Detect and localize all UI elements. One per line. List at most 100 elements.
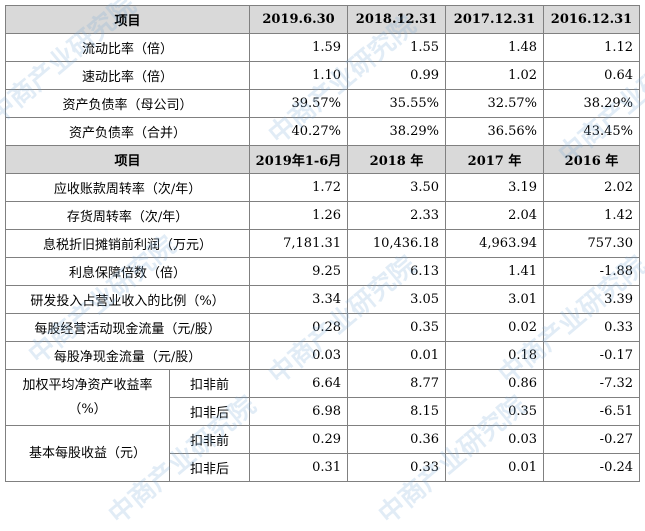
row-label: 流动比率（倍） — [4, 33, 251, 62]
header-period: 2016 年 — [543, 145, 641, 174]
table-row: 扣非后 0.31 0.33 0.01 -0.24 — [6, 453, 641, 482]
cell-value: 32.57% — [445, 89, 545, 118]
cell-value: 40.27% — [249, 117, 349, 146]
cell-value: 6.13 — [347, 257, 447, 286]
cell-value: 1.41 — [445, 257, 545, 286]
header-period: 2019年1-6月 — [249, 145, 349, 174]
cell-value: 0.18 — [445, 341, 545, 370]
cell-value: 0.33 — [543, 313, 641, 342]
row-label: 利息保障倍数（倍） — [4, 257, 251, 286]
cell-value: 6.64 — [249, 369, 349, 398]
cell-value: 1.12 — [543, 33, 641, 62]
header-date: 2018.12.31 — [347, 5, 447, 34]
cell-value: 1.48 — [445, 33, 545, 62]
cell-value: 7,181.31 — [249, 229, 349, 258]
table-row: 存货周转率（次/年） 1.26 2.33 2.04 1.42 — [4, 201, 641, 230]
header-item: 项目 — [4, 5, 251, 34]
sub-label: 扣非后 — [168, 453, 251, 482]
cell-value: 36.56% — [445, 117, 545, 146]
cell-value: 3.05 — [347, 285, 447, 314]
cell-value: 3.34 — [249, 285, 349, 314]
cell-value: 35.55% — [347, 89, 447, 118]
sub-label: 扣非后 — [168, 397, 251, 426]
header-row-balance: 项目 2019.6.30 2018.12.31 2017.12.31 2016.… — [4, 5, 641, 34]
sub-label: 扣非前 — [168, 369, 251, 398]
group-label-eps: 基本每股收益（元） — [5, 425, 170, 482]
cell-value: -1.88 — [543, 257, 641, 286]
cell-value: 0.35 — [445, 397, 545, 426]
cell-value: 1.42 — [543, 201, 641, 230]
header-period: 2017 年 — [445, 145, 545, 174]
table-row: 每股净现金流量（元/股） 0.03 0.01 0.18 -0.17 — [4, 341, 641, 370]
cell-value: 0.99 — [347, 61, 447, 90]
cell-value: 1.55 — [347, 33, 447, 62]
cell-value: 10,436.18 — [347, 229, 447, 258]
header-period: 2018 年 — [347, 145, 447, 174]
cell-value: 43.45% — [543, 117, 641, 146]
table-row: 基本每股收益（元） 扣非前 0.29 0.36 0.03 -0.27 — [5, 425, 641, 482]
cell-value: 8.77 — [347, 369, 447, 398]
table-row: 研发投入占营业收入的比例（%） 3.34 3.05 3.01 3.39 — [4, 285, 641, 314]
cell-value: 0.28 — [249, 313, 349, 342]
header-date: 2019.6.30 — [249, 5, 349, 34]
cell-value: -0.27 — [543, 425, 641, 454]
cell-value: 2.04 — [445, 201, 545, 230]
cell-value: 1.72 — [249, 173, 349, 202]
cell-value: 3.39 — [543, 285, 641, 314]
row-label: 资产负债率（合并） — [4, 117, 251, 146]
header-date: 2017.12.31 — [445, 5, 545, 34]
financial-indicators-table: 项目 2019.6.30 2018.12.31 2017.12.31 2016.… — [4, 5, 641, 482]
table-row: 加权平均净资产收益率（%） 扣非前 6.64 8.77 0.86 -7.32 — [5, 369, 641, 426]
cell-value: 3.01 — [445, 285, 545, 314]
cell-value: 0.64 — [543, 61, 641, 90]
row-label: 资产负债率（母公司） — [4, 89, 251, 118]
cell-value: 6.98 — [249, 397, 349, 426]
cell-value: 0.01 — [445, 453, 545, 482]
table-row: 资产负债率（母公司） 39.57% 35.55% 32.57% 38.29% — [4, 89, 641, 118]
cell-value: 0.02 — [445, 313, 545, 342]
sub-label: 扣非前 — [168, 425, 251, 454]
table-row: 速动比率（倍） 1.10 0.99 1.02 0.64 — [4, 61, 641, 90]
cell-value: 3.19 — [445, 173, 545, 202]
cell-value: 3.50 — [347, 173, 447, 202]
cell-value: 1.10 — [249, 61, 349, 90]
cell-value: 0.03 — [445, 425, 545, 454]
header-date: 2016.12.31 — [543, 5, 641, 34]
cell-value: -6.51 — [543, 397, 641, 426]
row-label: 每股经营活动现金流量（元/股） — [4, 313, 251, 342]
cell-value: 0.03 — [249, 341, 349, 370]
table-row: 扣非后 6.98 8.15 0.35 -6.51 — [6, 397, 641, 426]
cell-value: 9.25 — [249, 257, 349, 286]
row-label: 每股净现金流量（元/股） — [4, 341, 251, 370]
cell-value: 0.86 — [445, 369, 545, 398]
table-row: 利息保障倍数（倍） 9.25 6.13 1.41 -1.88 — [4, 257, 641, 286]
cell-value: -0.17 — [543, 341, 641, 370]
cell-value: 2.02 — [543, 173, 641, 202]
row-label: 研发投入占营业收入的比例（%） — [4, 285, 251, 314]
cell-value: -0.24 — [543, 453, 641, 482]
cell-value: 0.33 — [347, 453, 447, 482]
cell-value: 1.26 — [249, 201, 349, 230]
row-label: 应收账款周转率（次/年） — [4, 173, 251, 202]
cell-value: -7.32 — [543, 369, 641, 398]
header-item: 项目 — [4, 145, 251, 174]
table-row: 资产负债率（合并） 40.27% 38.29% 36.56% 43.45% — [4, 117, 641, 146]
table-row: 息税折旧摊销前利润（万元） 7,181.31 10,436.18 4,963.9… — [4, 229, 641, 258]
cell-value: 1.59 — [249, 33, 349, 62]
group-label-roe: 加权平均净资产收益率（%） — [5, 369, 170, 426]
row-label: 速动比率（倍） — [4, 61, 251, 90]
row-label: 存货周转率（次/年） — [4, 201, 251, 230]
table-row: 应收账款周转率（次/年） 1.72 3.50 3.19 2.02 — [4, 173, 641, 202]
cell-value: 2.33 — [347, 201, 447, 230]
cell-value: 0.01 — [347, 341, 447, 370]
table-row: 每股经营活动现金流量（元/股） 0.28 0.35 0.02 0.33 — [4, 313, 641, 342]
header-row-period: 项目 2019年1-6月 2018 年 2017 年 2016 年 — [4, 145, 641, 174]
cell-value: 0.35 — [347, 313, 447, 342]
cell-value: 4,963.94 — [445, 229, 545, 258]
cell-value: 39.57% — [249, 89, 349, 118]
cell-value: 757.30 — [543, 229, 641, 258]
cell-value: 8.15 — [347, 397, 447, 426]
cell-value: 0.31 — [249, 453, 349, 482]
cell-value: 38.29% — [543, 89, 641, 118]
cell-value: 0.36 — [347, 425, 447, 454]
